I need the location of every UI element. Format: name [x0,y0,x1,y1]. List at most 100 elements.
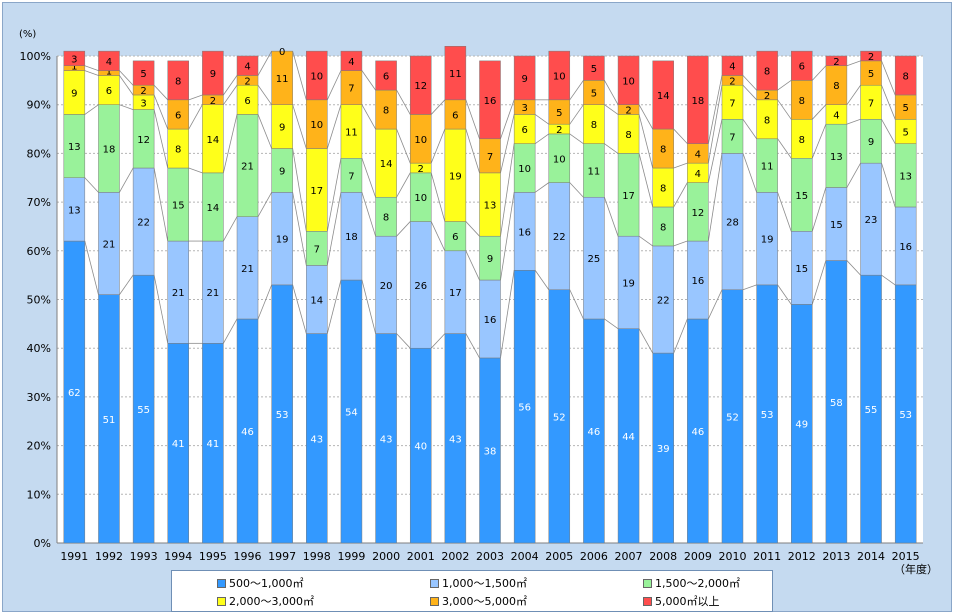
data-label: 6 [452,110,458,121]
data-label: 9 [868,137,874,148]
legend-item: 1,000～1,500㎡ [430,575,527,591]
data-label: 8 [383,106,389,117]
series-connector-line [638,114,654,169]
data-label: 16 [518,227,531,238]
data-label: 46 [241,427,254,438]
y-tick-label: 40% [27,342,51,355]
series-connector-line [777,99,792,120]
series-connector-line [777,80,792,91]
series-connector-line [326,279,342,334]
data-label: 6 [383,71,389,82]
data-label: 4 [348,57,354,68]
data-label: 8 [660,145,666,156]
legend-item: 3,000～5,000㎡ [430,593,527,609]
bar-segment [513,55,536,101]
legend-item: 2,000～3,000㎡ [217,593,314,609]
data-label: 7 [868,98,874,109]
series-connector-line [500,143,515,237]
series-connector-line [222,114,238,173]
series-connector-line [881,163,896,208]
data-label: 44 [622,432,635,443]
data-label: 3 [71,54,77,65]
series-connector-line [84,65,99,71]
data-label: 53 [761,410,774,421]
data-label: 1 [71,62,77,73]
series-connector-line [361,192,376,237]
series-connector-line [430,172,446,222]
data-label: 8 [175,145,181,156]
bar-segment [825,55,848,66]
data-label: 3 [140,98,146,109]
bar-segment [548,50,571,101]
series-connector-line [707,153,723,242]
series-connector-line [534,114,550,125]
series-connector-line [292,284,307,334]
series-connector-line [881,119,896,144]
series-connector-line [430,128,446,164]
series-connector-line [153,167,169,242]
data-label: 5 [591,89,597,100]
data-label: 40 [414,442,427,453]
data-label: 4 [833,110,839,121]
data-label: 8 [625,130,631,141]
series-connector-line [811,187,827,232]
data-label: 19 [622,278,635,289]
series-connector-line [500,99,515,139]
y-tick-label: 70% [27,196,51,209]
data-label: 7 [487,152,493,163]
series-connector-line [811,65,827,81]
series-connector-line [257,284,273,320]
series-connector-line [569,289,584,320]
data-label: 46 [588,427,601,438]
series-connector-line [396,221,411,237]
series-connector-line [84,70,99,76]
data-label: 5 [591,64,597,75]
series-connector-line [396,128,411,164]
x-tick-label: 2005 [545,550,573,563]
y-tick-label: 10% [27,488,51,501]
data-label: 53 [899,410,912,421]
x-tick-label: 2001 [407,550,435,563]
data-label: 8 [383,213,389,224]
data-label: 13 [899,171,912,182]
data-label: 8 [175,76,181,87]
series-connector-line [153,275,169,344]
data-label: 2 [244,76,250,87]
series-connector-line [604,197,619,237]
data-label: 2 [868,52,874,63]
data-label: 2 [729,76,735,87]
data-label: 2 [140,86,146,97]
bar-segment [583,55,605,81]
data-label: 18 [345,232,358,243]
x-unit-label: （年度） [894,562,938,576]
series-connector-line [500,270,515,359]
legend-swatch [217,596,226,606]
series-connector-line [465,250,480,281]
x-tick-label: 2006 [580,550,608,563]
data-label: 5 [902,103,908,114]
data-label: 8 [660,183,666,194]
data-label: 8 [799,96,805,107]
y-tick-label: 100% [20,50,51,63]
data-label: 10 [553,154,566,165]
series-connector-line [604,104,619,115]
series-connector-line [742,153,757,193]
x-tick-label: 2007 [615,550,643,563]
series-connector-line [119,75,134,96]
series-connector-line [257,84,272,105]
series-connector-line [361,158,376,198]
series-connector-line [846,260,861,276]
data-label: 9 [210,69,216,80]
y-tick-label: 0% [34,537,51,550]
legend-label: 1,000～1,500㎡ [442,577,527,590]
series-connector-line [846,60,861,67]
y-tick-label: 30% [27,391,51,404]
data-label: 9 [279,123,285,134]
data-label: 21 [241,162,254,173]
data-label: 7 [729,132,735,143]
legend-label: 2,000～3,000㎡ [229,595,314,608]
x-tick-label: 1992 [95,550,123,563]
series-connector-line [430,99,446,115]
bar-segment [409,55,432,115]
